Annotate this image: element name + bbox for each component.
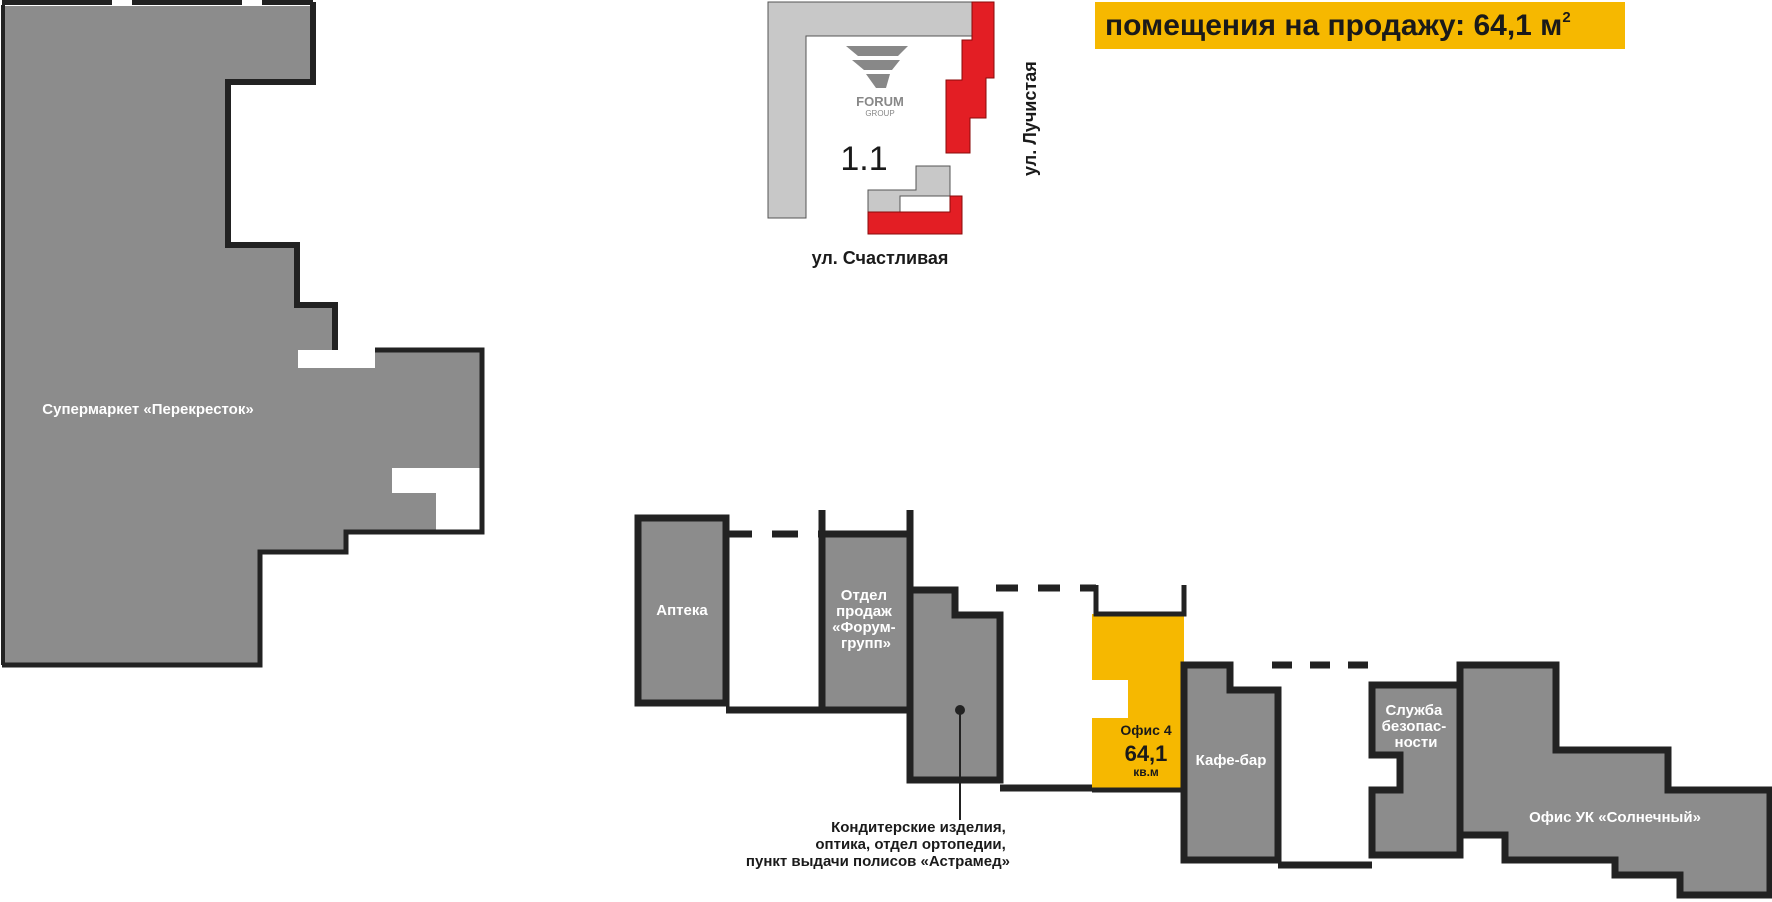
- callout-text: Кондитерские изделия, оптика, отдел орто…: [746, 819, 1010, 870]
- sale-banner-text: помещения на продажу: 64,1 м: [1105, 9, 1563, 42]
- office-4-unit: кв.м: [1133, 765, 1159, 779]
- street-right-label: ул. Лучистая: [1020, 61, 1040, 176]
- supermarket-wall: [225, 2, 338, 350]
- forum-logo: FORUM GROUP: [846, 46, 908, 118]
- sales-office-label: Отдел продаж «Форум- групп»: [832, 587, 900, 652]
- cafe-bar-room[interactable]: [1180, 661, 1282, 864]
- supermarket-room[interactable]: [2, 6, 482, 665]
- sale-banner-sup: 2: [1562, 9, 1571, 26]
- confectionery-room[interactable]: [906, 586, 1004, 784]
- uk-office-room[interactable]: [1456, 661, 1772, 899]
- uk-office-label: Офис УК «Солнечный»: [1529, 809, 1701, 826]
- sale-banner: помещения на продажу: 64,1 м2: [1095, 2, 1625, 49]
- locator-map: FORUM GROUP 1.1 ул. Счастливая ул. Лучис…: [767, 1, 1040, 268]
- cafe-bar-label: Кафе-бар: [1196, 752, 1267, 769]
- office-4-room[interactable]: [1092, 614, 1184, 788]
- security-label: Служба безопас- ности: [1382, 702, 1451, 751]
- office-4-area: 64,1: [1125, 741, 1168, 766]
- street-bottom-label: ул. Счастливая: [812, 248, 949, 268]
- supermarket-wall: [2, 347, 485, 668]
- logo-mark: [846, 46, 908, 88]
- logo-main: FORUM: [856, 94, 904, 109]
- highlight-section: [867, 195, 963, 235]
- supermarket-label: Супермаркет «Перекресток»: [42, 401, 253, 418]
- logo-sub: GROUP: [865, 109, 894, 118]
- pharmacy-room[interactable]: [634, 514, 730, 707]
- highlight-section: [945, 1, 995, 154]
- building-number: 1.1: [840, 140, 887, 178]
- office-4-wall: [1093, 585, 1187, 617]
- office-4-name: Офис 4: [1120, 722, 1171, 738]
- pharmacy-label: Аптека: [656, 602, 708, 619]
- sales-office-room[interactable]: [818, 530, 914, 714]
